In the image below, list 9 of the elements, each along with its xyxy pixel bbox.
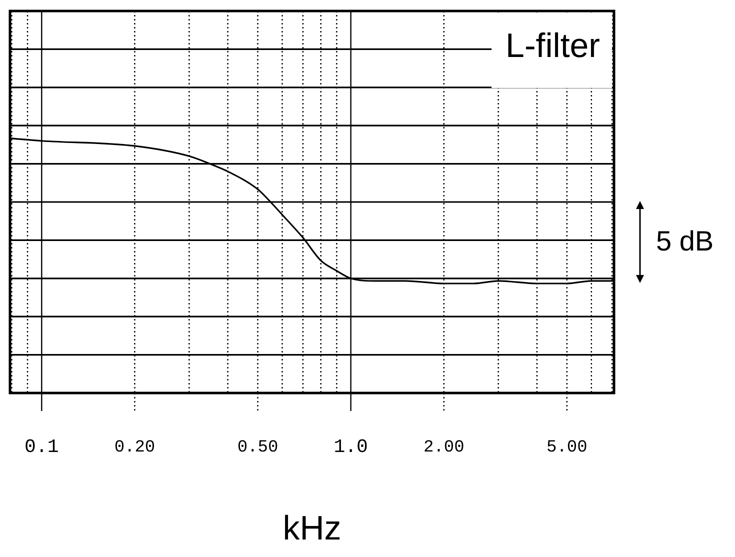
text: 5 dB xyxy=(656,226,714,257)
x-tick-label: 2.00 xyxy=(423,438,464,458)
x-tick-label: 5.00 xyxy=(546,438,588,458)
x-tick-label: 0.50 xyxy=(237,438,278,458)
x-tick-label: 0.20 xyxy=(114,438,156,458)
chart-title: L-filter xyxy=(506,26,600,65)
x-tick-label: 0.1 xyxy=(24,436,59,458)
x-axis-title: kHz xyxy=(282,509,342,548)
x-tick-label: 1.0 xyxy=(334,436,368,458)
